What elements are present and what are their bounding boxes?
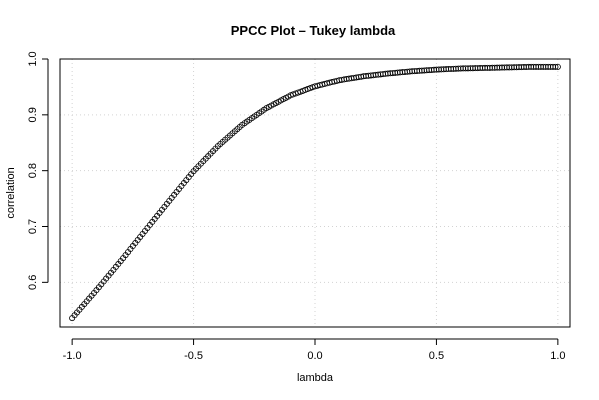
- y-tick-label: 0.8: [27, 163, 39, 178]
- y-axis-label: correlation: [5, 167, 17, 218]
- y-axis: 0.6 0.7 0.8 0.9 1.0: [27, 51, 49, 290]
- y-tick-label: 0.9: [27, 107, 39, 122]
- plot-frame: [59, 58, 571, 328]
- grid-lines: [60, 58, 570, 327]
- y-tick-label: 1.0: [27, 51, 39, 66]
- x-axis: -1.0 -0.5 0.0 0.5 1.0: [63, 338, 566, 362]
- y-tick-label: 0.6: [27, 275, 39, 290]
- x-tick-label: 0.0: [307, 350, 322, 362]
- data-points: [69, 63, 561, 322]
- x-tick-label: 1.0: [550, 350, 565, 362]
- x-axis-label: lambda: [297, 372, 334, 384]
- chart-title: PPCC Plot – Tukey lambda: [231, 23, 396, 38]
- x-tick-label: 0.5: [429, 350, 444, 362]
- data-point: [554, 63, 561, 70]
- data-point: [552, 63, 559, 70]
- y-tick-label: 0.7: [27, 219, 39, 234]
- x-tick-label: -0.5: [184, 350, 203, 362]
- x-tick-label: -1.0: [63, 350, 82, 362]
